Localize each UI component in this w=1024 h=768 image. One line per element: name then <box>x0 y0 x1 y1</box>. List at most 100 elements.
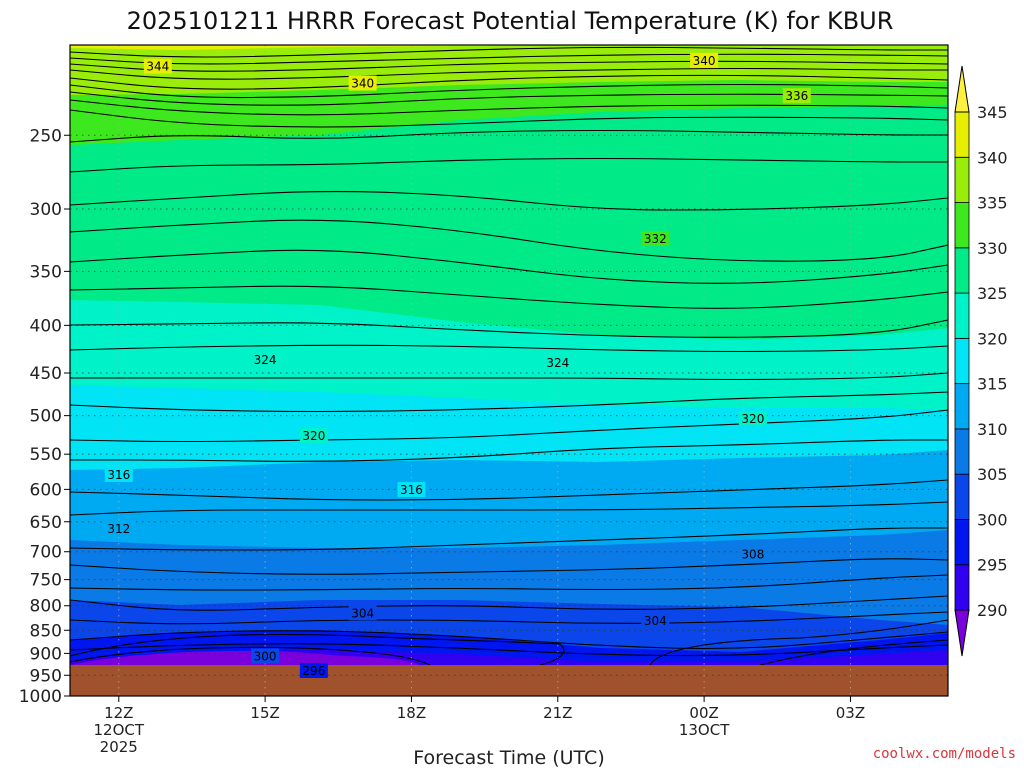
contour-line-23 <box>70 527 948 551</box>
colorbar-segment-0 <box>954 564 970 611</box>
colorbar-segment-9 <box>954 156 970 203</box>
colorbar-segment-4 <box>954 383 970 430</box>
colorbar-label-345: 345 <box>977 103 1008 122</box>
colorbar-label-325: 325 <box>977 284 1008 303</box>
plot-area: 344 340 340 336 332 324 324 320 320 316 316 312 308 3… <box>69 44 949 697</box>
colorbar-high-arrow <box>954 65 970 113</box>
contour-line-18 <box>70 391 948 413</box>
y-tick-label-850: 850 <box>30 621 62 641</box>
contour-line-4 <box>70 74 948 90</box>
y-tick-label-950: 950 <box>30 666 62 686</box>
x-tick-label-15-0: 15Z <box>250 704 279 722</box>
colorbar-segment-7 <box>954 247 970 294</box>
contour-line-10 <box>70 157 948 173</box>
contour-label-1: 340 <box>351 77 374 91</box>
y-tick-label-500: 500 <box>30 407 62 427</box>
x-tick-label-12-2: 2025 <box>100 738 138 756</box>
y-tick-label-600: 600 <box>30 480 62 500</box>
contour-label-12: 308 <box>741 548 764 562</box>
contour-line-12 <box>70 219 948 262</box>
y-tick-label-1000: 1000 <box>19 687 62 707</box>
terrain-below-ground <box>70 665 948 696</box>
contour-line-11 <box>70 190 948 211</box>
colorbar-segment-8 <box>954 202 970 249</box>
contour-low-a <box>70 633 565 665</box>
contour-line-15 <box>70 319 948 338</box>
colorbar-label-315: 315 <box>977 375 1008 394</box>
y-tick-label-800: 800 <box>30 597 62 617</box>
contour-line-25 <box>70 574 948 591</box>
contour-label-2: 340 <box>693 54 716 68</box>
contour-line-28 <box>70 630 948 650</box>
x-tick-label-27-0: 03Z <box>836 704 865 722</box>
contour-label-6: 324 <box>546 356 569 370</box>
y-tick-label-700: 700 <box>30 543 62 563</box>
y-tick-label-300: 300 <box>30 200 62 220</box>
contour-label-bg-1 <box>348 75 377 91</box>
colorbar-label-295: 295 <box>977 556 1008 575</box>
chart-title: 2025101211 HRRR Forecast Potential Tempe… <box>127 7 894 35</box>
contour-label-5: 324 <box>254 353 277 367</box>
contour-label-0: 344 <box>146 60 169 74</box>
colorbar-label-320: 320 <box>977 329 1008 348</box>
contour-line-8 <box>70 109 948 128</box>
y-tick-label-550: 550 <box>30 445 62 465</box>
contour-label-16: 296 <box>302 664 325 678</box>
colorbar-label-290: 290 <box>977 601 1008 620</box>
contour-label-bg-16 <box>299 662 328 678</box>
x-tick-label-24-1: 13OCT <box>679 721 730 739</box>
contour-line-24 <box>70 558 948 575</box>
y-tick-label-450: 450 <box>30 364 62 384</box>
contour-line-21 <box>70 479 948 501</box>
contour-label-bg-4 <box>641 230 670 246</box>
colorbar-label-310: 310 <box>977 420 1008 439</box>
contour-label-3: 336 <box>785 89 808 103</box>
contour-line-5 <box>70 83 948 99</box>
contour-line-6 <box>70 91 948 106</box>
contour-line-19 <box>70 409 948 443</box>
contour-label-13: 304 <box>351 606 374 620</box>
contour-line-29 <box>70 643 948 657</box>
plot-frame <box>69 44 949 697</box>
contour-label-bg-2 <box>690 52 719 68</box>
contour-line-22 <box>70 501 948 516</box>
colorbar-segment-1 <box>954 519 970 566</box>
colorbar-label-340: 340 <box>977 148 1008 167</box>
contour-label-bg-15 <box>251 648 280 664</box>
contour-label-bg-12 <box>738 546 767 562</box>
colorbar-low-arrow <box>954 609 970 657</box>
y-tick-label-400: 400 <box>30 316 62 336</box>
contour-line-26 <box>70 595 948 611</box>
contour-label-bg-11 <box>104 521 133 537</box>
x-tick-label-18-0: 18Z <box>397 704 426 722</box>
colorbar-label-335: 335 <box>977 194 1008 213</box>
colorbar-segment-2 <box>954 473 970 520</box>
x-tick-label-12-0: 12Z <box>104 704 133 722</box>
contour-label-8: 320 <box>741 412 764 426</box>
contour-label-11: 312 <box>107 522 130 536</box>
credit-text: coolwx.com/models <box>873 746 1016 762</box>
contour-label-7: 320 <box>302 429 325 443</box>
x-tick-label-12-1: 12OCT <box>94 721 145 739</box>
contour-label-bg-6 <box>543 355 572 371</box>
contour-line-13 <box>70 249 948 284</box>
y-tick-label-650: 650 <box>30 513 62 533</box>
x-tick-label-24-0: 00Z <box>689 704 718 722</box>
contour-label-9: 316 <box>107 468 130 482</box>
contour-label-14: 304 <box>644 614 667 628</box>
contour-low-c <box>649 619 948 665</box>
y-tick-label-900: 900 <box>30 644 62 664</box>
y-tick-label-350: 350 <box>30 262 62 282</box>
colorbar: 290 295 300 305 310 315 320 325 330 335 340 345 <box>954 65 1008 657</box>
contour-line-16 <box>70 344 948 353</box>
theta-band-min <box>70 650 420 665</box>
contour-line-1 <box>70 53 948 65</box>
contour-label-bg-8 <box>738 410 767 426</box>
colorbar-label-330: 330 <box>977 239 1008 258</box>
contour-label-bg-5 <box>251 352 280 368</box>
colorbar-label-300: 300 <box>977 510 1008 529</box>
contour-label-bg-7 <box>299 428 328 444</box>
contour-line-27 <box>70 611 948 625</box>
colorbar-segment-6 <box>954 292 970 339</box>
